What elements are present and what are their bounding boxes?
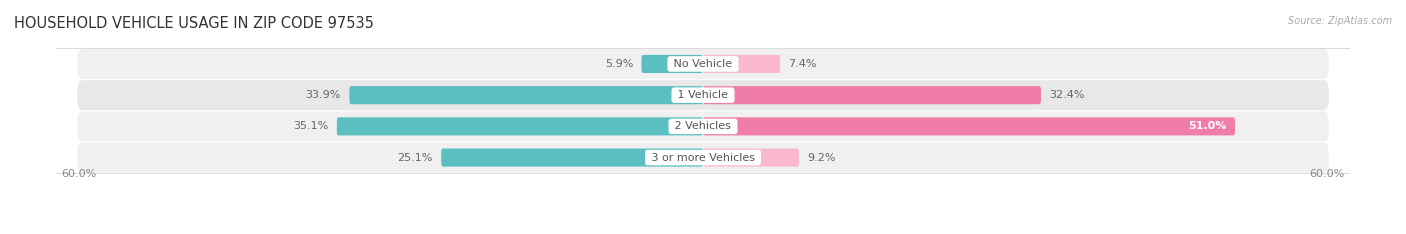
Text: HOUSEHOLD VEHICLE USAGE IN ZIP CODE 97535: HOUSEHOLD VEHICLE USAGE IN ZIP CODE 9753…: [14, 16, 374, 31]
FancyBboxPatch shape: [703, 86, 1040, 104]
FancyBboxPatch shape: [703, 117, 1234, 135]
Text: 35.1%: 35.1%: [294, 121, 329, 131]
FancyBboxPatch shape: [641, 55, 703, 73]
FancyBboxPatch shape: [77, 80, 1329, 110]
Text: 32.4%: 32.4%: [1049, 90, 1085, 100]
Text: 5.9%: 5.9%: [605, 59, 633, 69]
Text: 7.4%: 7.4%: [789, 59, 817, 69]
Text: 25.1%: 25.1%: [398, 153, 433, 163]
Text: 60.0%: 60.0%: [62, 169, 97, 179]
Text: 3 or more Vehicles: 3 or more Vehicles: [648, 153, 758, 163]
Text: 2 Vehicles: 2 Vehicles: [671, 121, 735, 131]
Text: 1 Vehicle: 1 Vehicle: [675, 90, 731, 100]
Text: Source: ZipAtlas.com: Source: ZipAtlas.com: [1288, 16, 1392, 26]
FancyBboxPatch shape: [337, 117, 703, 135]
FancyBboxPatch shape: [77, 111, 1329, 141]
FancyBboxPatch shape: [703, 55, 780, 73]
Text: 9.2%: 9.2%: [807, 153, 835, 163]
Text: 60.0%: 60.0%: [1309, 169, 1344, 179]
FancyBboxPatch shape: [441, 149, 703, 167]
Text: No Vehicle: No Vehicle: [671, 59, 735, 69]
FancyBboxPatch shape: [77, 49, 1329, 79]
Text: 33.9%: 33.9%: [305, 90, 342, 100]
FancyBboxPatch shape: [349, 86, 703, 104]
Text: 51.0%: 51.0%: [1188, 121, 1226, 131]
FancyBboxPatch shape: [77, 143, 1329, 172]
FancyBboxPatch shape: [703, 149, 799, 167]
